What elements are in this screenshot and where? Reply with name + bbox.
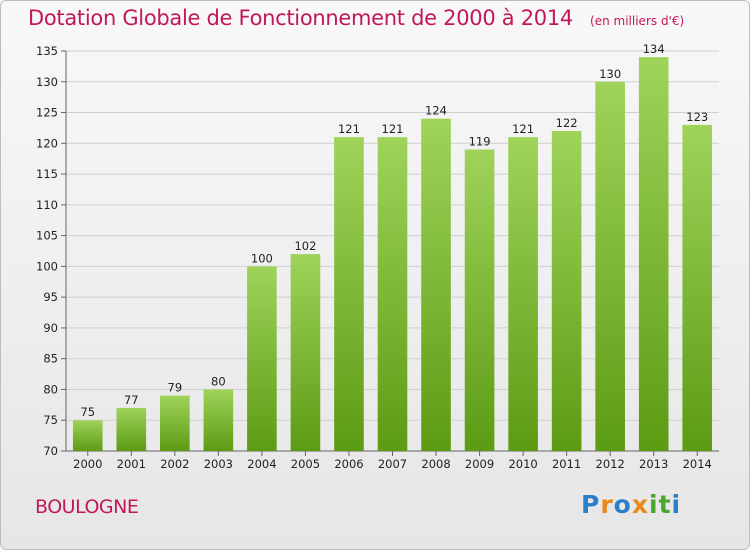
bar-value-label: 100 [251, 251, 273, 265]
city-name: BOULOGNE [35, 496, 139, 518]
x-tick-label: 2009 [465, 457, 494, 471]
chart-subtitle: (en milliers d'€) [590, 14, 685, 28]
bar-value-label: 130 [599, 67, 621, 81]
bar-value-label: 123 [686, 110, 708, 124]
y-tick-label: 75 [43, 413, 58, 427]
bar [638, 57, 669, 452]
proxiti-logo[interactable]: Proxiti [581, 490, 681, 519]
bar-value-label: 79 [168, 381, 183, 395]
bar [334, 137, 364, 451]
title-row: Dotation Globale de Fonctionnement de 20… [28, 6, 684, 30]
x-tick-label: 2008 [421, 457, 450, 471]
x-tick-label: 2003 [204, 457, 233, 471]
y-tick-label: 70 [43, 444, 58, 458]
x-tick-label: 2011 [552, 457, 581, 471]
bar-value-label: 77 [124, 393, 139, 407]
logo-letter: i [671, 490, 682, 519]
bar [421, 118, 451, 451]
bar-value-label: 124 [425, 104, 447, 118]
bar-value-label: 121 [512, 122, 534, 136]
x-tick-label: 2006 [334, 457, 363, 471]
x-tick-label: 2007 [378, 457, 407, 471]
x-tick-label: 2005 [291, 457, 320, 471]
bar-value-label: 102 [294, 239, 316, 253]
bar [464, 149, 495, 451]
bar-value-label: 121 [338, 122, 360, 136]
x-tick-label: 2012 [596, 457, 625, 471]
y-tick-label: 130 [36, 75, 58, 89]
bar-value-label: 121 [382, 122, 404, 136]
chart-title: Dotation Globale de Fonctionnement de 20… [28, 6, 573, 30]
logo-letter: i [649, 490, 659, 519]
x-tick-label: 2002 [160, 457, 189, 471]
labels: 75 2000 77 2001 79 2002 80 2003 100 2004 102 2005 12… [73, 42, 712, 471]
y-tick-label: 135 [36, 44, 58, 58]
y-tick-label: 120 [36, 136, 58, 150]
bar [508, 137, 538, 451]
bar-value-label: 80 [211, 374, 226, 388]
logo-letter: P [581, 490, 601, 519]
bar [247, 266, 277, 451]
x-tick-label: 2000 [73, 457, 102, 471]
y-tick-label: 125 [36, 106, 58, 120]
y-tick-label: 105 [36, 229, 58, 243]
bar [203, 389, 234, 451]
bar-value-label: 75 [80, 405, 95, 419]
bar [595, 81, 625, 452]
logo-letter: o [613, 490, 632, 519]
y-tick-label: 85 [43, 352, 58, 366]
y-tick-label: 110 [36, 198, 58, 212]
y-tick-label: 90 [43, 321, 58, 335]
logo-letter: r [600, 490, 614, 519]
x-tick-label: 2001 [117, 457, 146, 471]
x-tick-label: 2014 [683, 457, 712, 471]
bar [116, 407, 147, 451]
bars [72, 57, 713, 452]
bar [682, 124, 713, 451]
bar [160, 395, 190, 451]
y-tick-label: 95 [43, 290, 58, 304]
y-tick-label: 115 [36, 167, 58, 181]
x-tick-label: 2010 [508, 457, 537, 471]
logo-letter: t [658, 490, 672, 519]
bar-value-label: 134 [643, 42, 665, 56]
logo-letter: x [631, 490, 649, 519]
x-tick-label: 2004 [247, 457, 276, 471]
bar [290, 254, 321, 451]
y-tick-label: 80 [43, 382, 58, 396]
x-tick-label: 2013 [639, 457, 668, 471]
bar-value-label: 122 [556, 116, 578, 130]
bar [377, 137, 408, 451]
bar-value-label: 119 [469, 134, 491, 148]
y-tick-label: 100 [36, 259, 58, 273]
bar [72, 420, 103, 451]
bar [551, 131, 582, 451]
